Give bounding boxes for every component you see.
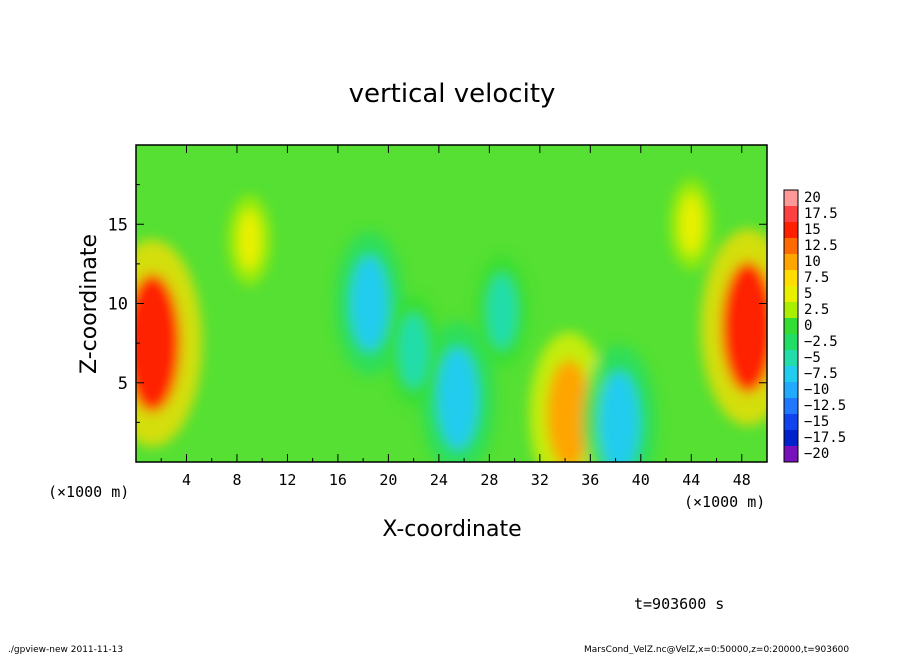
colorbar-swatch [784,350,798,366]
colorbar-level-label: 17.5 [804,206,838,222]
colorbar-swatch [784,254,798,270]
x-tick-label: 20 [379,471,397,489]
field-feature [598,370,640,462]
y-axis: 5 10 15 [108,184,767,423]
colorbar-level-label: 12.5 [804,238,838,254]
field-feature [679,193,704,255]
colorbar-swatch [784,302,798,318]
field-feature [486,273,517,349]
field-feature [237,209,262,271]
x-tick-label: 48 [733,471,751,489]
colorbar-level-label: 0 [804,318,812,334]
colorbar-level-label: −17.5 [804,430,846,446]
colorbar-level-label: −20 [804,446,829,462]
colorbar-level-label: −12.5 [804,398,846,414]
colorbar-level-label: −5 [804,350,821,366]
field-feature [721,261,767,393]
colorbar-level-label: 2.5 [804,302,829,318]
colorbar: 2017.51512.5107.552.50−2.5−5−7.5−10−12.5… [783,189,846,463]
colorbar-level-label: −15 [804,414,829,430]
colorbar-level-label: −2.5 [804,334,838,350]
x-tick-label: 28 [480,471,498,489]
y-tick-label: 10 [108,295,128,315]
colorbar-level-label: 5 [804,286,812,302]
colorbar-swatch [784,446,798,462]
x-tick-label: 40 [632,471,650,489]
colorbar-swatch [784,414,798,430]
footer-left: ./gpview-new 2011-11-13 [8,645,123,654]
x-tick-label: 4 [182,471,191,489]
x-tick-label: 44 [682,471,700,489]
plot-area [136,145,767,462]
colorbar-level-label: 20 [804,190,821,206]
time-label: t=903600 s [634,595,724,613]
chart-title: vertical velocity [349,79,556,109]
colorbar-swatch [784,318,798,334]
colorbar-swatch [784,382,798,398]
x-unit: (×1000 m) [48,483,129,501]
field-feature [398,313,429,389]
colorbar-level-label: 10 [804,254,821,270]
colorbar-swatch [784,222,798,238]
x-axis: 4 8 12 16 20 24 28 32 36 40 44 48 [160,145,751,489]
colorbar-swatch [784,398,798,414]
colorbar-swatch [784,334,798,350]
field-feature [437,347,479,451]
colorbar-level-label: 15 [804,222,821,238]
colorbar-swatch [784,206,798,222]
x-tick-label: 24 [430,471,448,489]
colorbar-swatch [784,238,798,254]
y-unit: (×1000 m) [684,493,765,511]
y-tick-label: 5 [118,374,128,394]
footer-right: MarsCond_VelZ.nc@VelZ,x=0:50000,z=0:2000… [584,645,849,654]
y-tick-label: 15 [108,215,128,235]
x-tick-label: 36 [581,471,599,489]
colorbar-level-label: −7.5 [804,366,838,382]
colorbar-swatch [784,286,798,302]
x-tick-label: 32 [531,471,549,489]
colorbar-swatch [784,190,798,206]
colorbar-frame [783,189,799,463]
x-tick-label: 8 [232,471,241,489]
field-feature [136,274,180,413]
x-tick-label: 12 [278,471,296,489]
colorbar-swatch [784,270,798,286]
colorbar-level-label: −10 [804,382,829,398]
colorbar-level-label: 7.5 [804,270,829,286]
x-tick-label: 16 [329,471,347,489]
y-axis-label: Z-coordinate [77,234,102,374]
colorbar-swatch [784,366,798,382]
field-feature [350,255,389,352]
colorbar-swatch [784,430,798,446]
x-axis-label: X-coordinate [382,517,521,542]
field-feature [546,359,591,462]
